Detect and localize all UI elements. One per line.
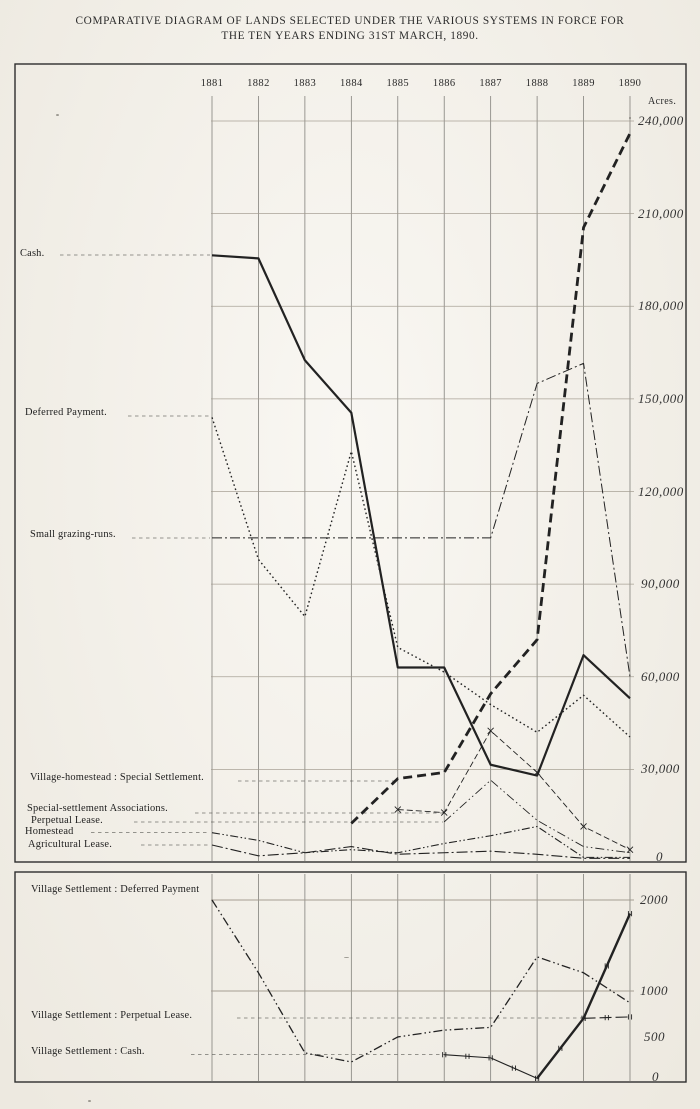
series-label-special-settlement-assoc: Special-settlement Associations.: [27, 803, 168, 814]
series-label-deferred-payment: Deferred Payment.: [25, 407, 107, 418]
y-axis-tick-label: 90,000: [641, 576, 680, 592]
series-label-vs-perpetual-lease: Village Settlement : Perpetual Lease.: [31, 1010, 193, 1021]
year-label: 1890: [618, 78, 642, 89]
year-label: 1886: [432, 78, 456, 89]
series-label-vs-cash: Village Settlement : Cash.: [31, 1046, 145, 1057]
y-axis-tick-label: 500: [644, 1028, 665, 1044]
series-label-homestead: Homestead: [25, 826, 74, 837]
year-label: 1888: [525, 78, 549, 89]
diagram-title-line2: THE TEN YEARS ENDING 31ST MARCH, 1890.: [221, 30, 479, 42]
year-label: 1885: [386, 78, 410, 89]
y-axis-tick-label: 120,000: [638, 483, 684, 499]
y-axis-tick-label: 240,000: [638, 113, 684, 128]
series-label-perpetual-lease: Perpetual Lease.: [31, 815, 103, 826]
y-axis-tick-label: 210,000: [638, 205, 684, 221]
y-axis-tick-label: 180,000: [638, 298, 684, 314]
ink-speck: [56, 114, 59, 116]
year-label: 1887: [479, 78, 502, 89]
year-label: 1882: [247, 78, 270, 89]
series-label-vs-deferred-payment: Village Settlement : Deferred Payment: [31, 884, 200, 895]
y-axis-tick-label: 60,000: [641, 668, 680, 684]
y-axis-tick-label: 0: [656, 849, 663, 864]
y-axis-tick-label: 30,000: [641, 761, 680, 777]
series-label-agricultural-lease: Agricultural Lease.: [28, 839, 113, 850]
acres-unit-label: Acres.: [648, 96, 677, 107]
series-label-village-homestead: Village-homestead : Special Settlement.: [30, 772, 204, 783]
y-axis-tick-label: 150,000: [638, 390, 684, 406]
series-label-cash: Cash.: [20, 248, 45, 259]
year-label: 1883: [293, 78, 317, 89]
y-axis-tick-label: 1000: [640, 983, 668, 998]
ink-speck: [88, 1100, 91, 1102]
year-label: 1884: [340, 78, 363, 89]
y-axis-tick-label: 0: [652, 1069, 659, 1084]
ink-speck: [629, 117, 631, 119]
year-label: 1889: [572, 78, 595, 89]
diagram-title-line1: COMPARATIVE DIAGRAM OF LANDS SELECTED UN…: [75, 15, 625, 27]
y-axis-tick-label: 2000: [640, 892, 668, 907]
series-label-small-grazing-runs: Small grazing-runs.: [30, 529, 116, 540]
year-label: 1881: [200, 78, 224, 89]
ink-speck: [344, 957, 349, 958]
